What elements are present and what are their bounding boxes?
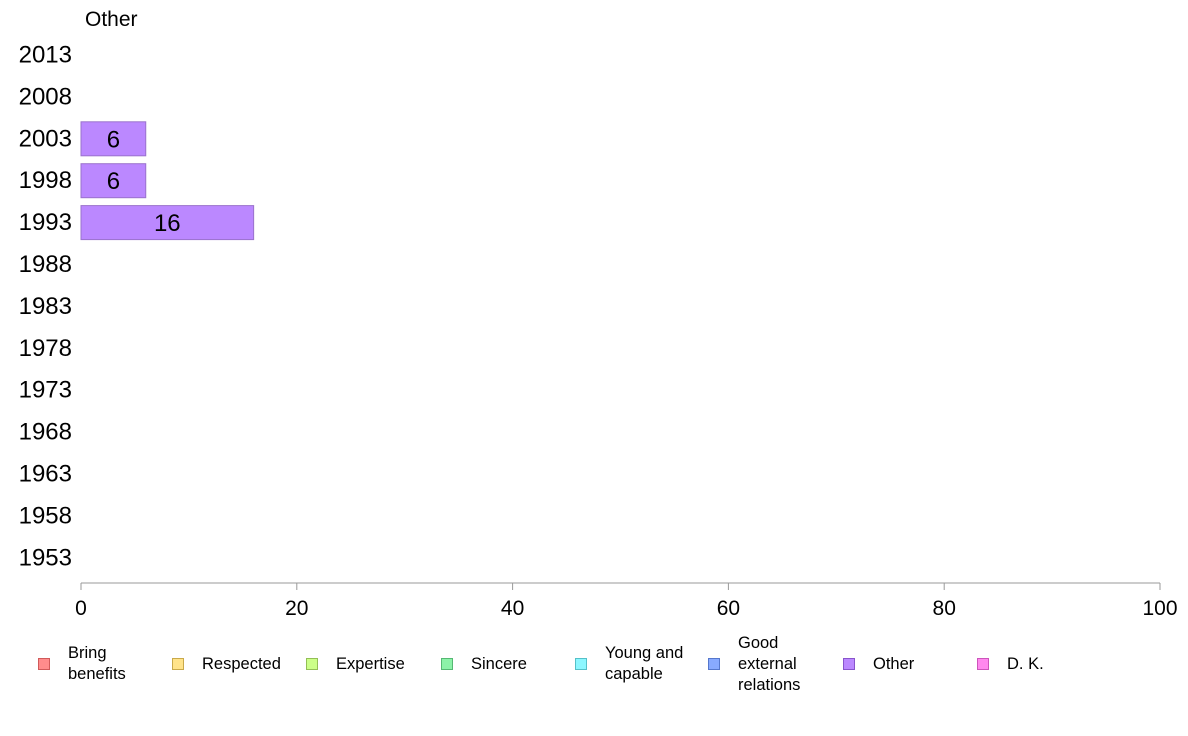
legend-item-sincere: Sincere	[441, 632, 566, 696]
legend-label: Respected	[202, 654, 281, 673]
bar-label-2003: 6	[107, 126, 120, 153]
y-label-1998: 1998	[19, 167, 72, 194]
chart-area: Other 2013 2008 2003 1998 1993 1988 1983 1978 19…	[19, 8, 1178, 620]
legend-item-good-external-relations: Good external relations	[708, 632, 833, 696]
legend-label: Good external relations	[738, 633, 801, 694]
legend-item-other: Other	[843, 632, 968, 696]
legend-swatch	[843, 658, 855, 670]
bars: 6 6 16	[80, 121, 255, 241]
legend-swatch	[306, 658, 318, 670]
bar-label-1998: 6	[107, 168, 120, 195]
x-tick-label-40: 40	[501, 597, 524, 620]
y-label-1968: 1968	[19, 419, 72, 446]
legend-swatch	[575, 658, 587, 670]
bar-2003	[80, 121, 147, 157]
legend-label: Bring benefits	[68, 644, 126, 683]
legend-item-respected: Respected	[172, 632, 297, 696]
x-tick-label-20: 20	[285, 597, 308, 620]
legend-item-bring-benefits: Bring benefits	[38, 632, 163, 696]
legend-label: Other	[873, 654, 915, 673]
x-tick-label-80: 80	[933, 597, 956, 620]
y-label-1978: 1978	[19, 335, 72, 362]
legend-label: Expertise	[336, 654, 405, 673]
y-label-1953: 1953	[19, 544, 72, 571]
legend-item-expertise: Expertise	[306, 632, 431, 696]
legend-label: Young and capable	[605, 644, 684, 683]
y-axis-labels: 2013 2008 2003 1998 1993 1988 1983 1978 1973 1968…	[19, 42, 72, 572]
bar-1993	[80, 205, 255, 241]
x-tick-label-0: 0	[75, 597, 87, 620]
y-label-2003: 2003	[19, 125, 72, 152]
y-label-1988: 1988	[19, 251, 72, 278]
y-label-1973: 1973	[19, 377, 72, 404]
legend-item-d-k: D. K.	[977, 632, 1087, 696]
legend-swatch	[708, 658, 720, 670]
x-tick-label-60: 60	[717, 597, 740, 620]
y-label-2008: 2008	[19, 83, 72, 110]
y-label-1993: 1993	[19, 209, 72, 236]
legend-label: Sincere	[471, 654, 527, 673]
y-label-1958: 1958	[19, 502, 72, 529]
legend-swatch	[172, 658, 184, 670]
x-tick-label-100: 100	[1142, 597, 1177, 620]
bar-label-1993: 16	[154, 210, 181, 237]
bar-1998	[80, 163, 147, 199]
x-axis-ticks: 0 20 40 60 80 100	[75, 583, 1178, 620]
y-label-2013: 2013	[19, 42, 72, 69]
legend-swatch	[441, 658, 453, 670]
y-label-1963: 1963	[19, 461, 72, 488]
legend-swatch	[977, 658, 989, 670]
legend-label: D. K.	[1007, 654, 1044, 673]
chart-title: Other	[85, 8, 138, 31]
legend: Bring benefits Respected Expertise Sincere Y…	[38, 632, 1158, 696]
y-label-1983: 1983	[19, 293, 72, 320]
legend-swatch	[38, 658, 50, 670]
legend-item-young-and-capable: Young and capable	[575, 632, 700, 696]
